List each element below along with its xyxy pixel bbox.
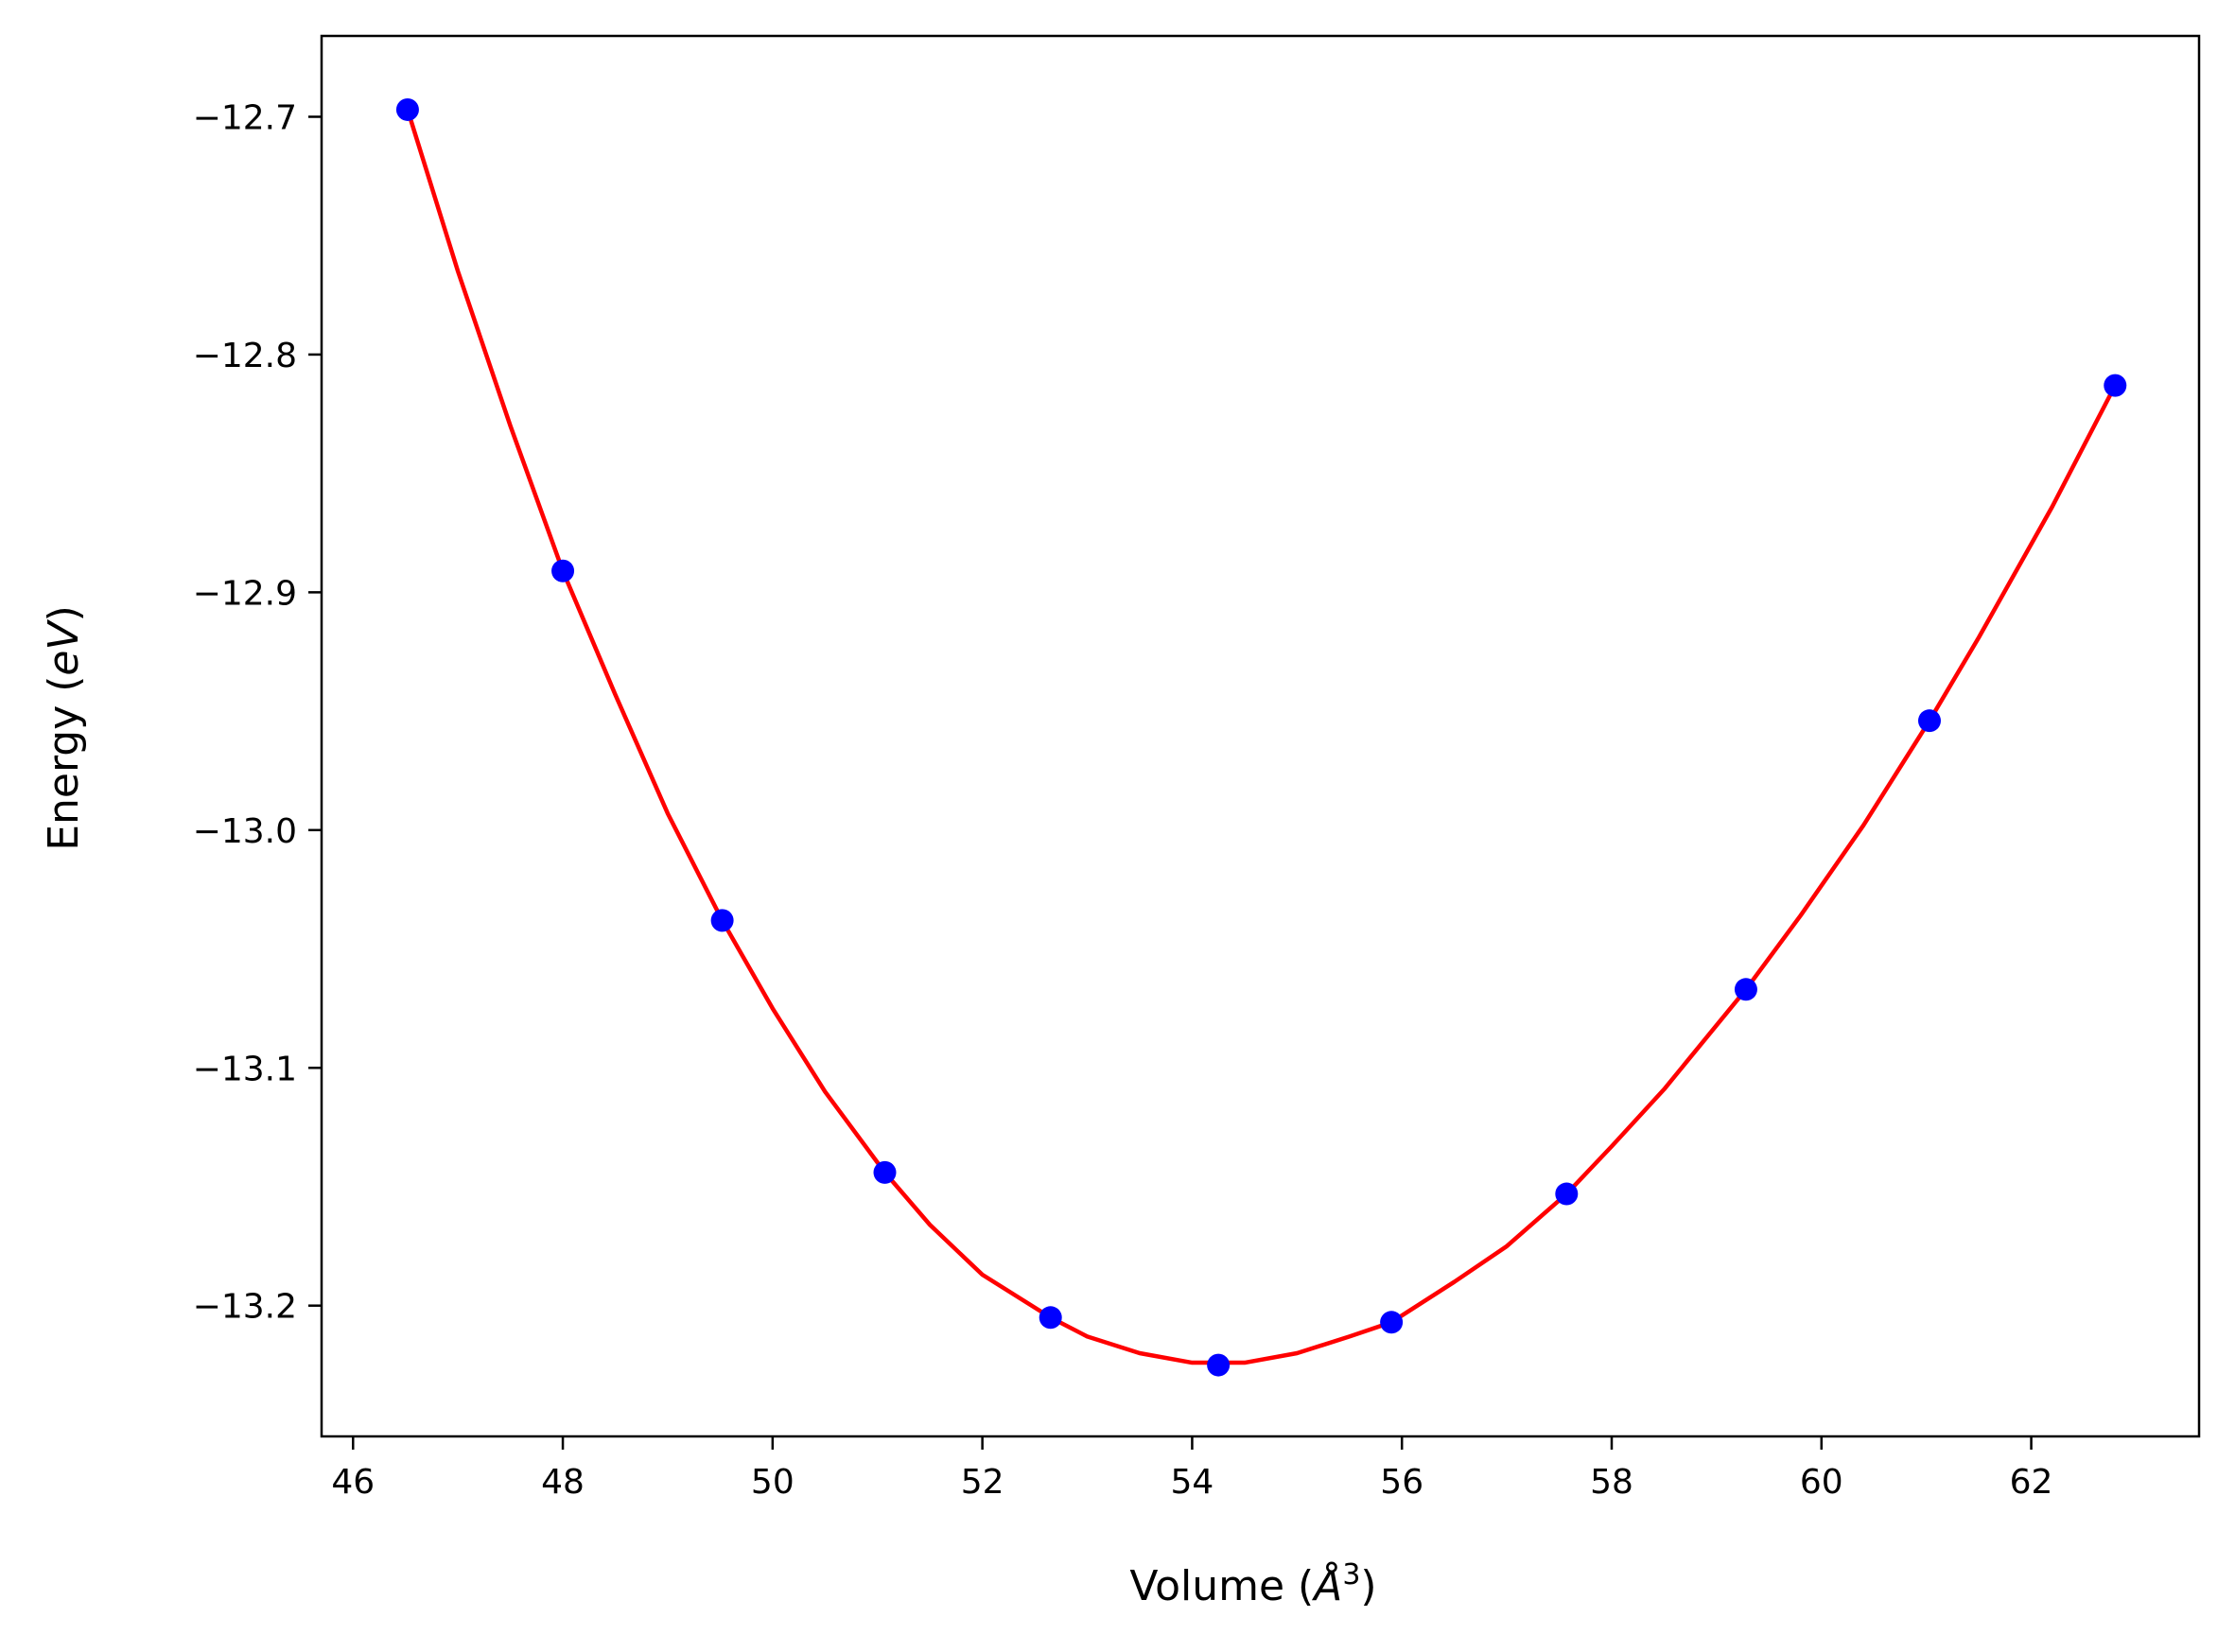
x-tick-label: 60	[1800, 1463, 1843, 1502]
axes-frame	[320, 34, 2201, 1438]
plot-area	[395, 97, 2127, 1377]
data-point	[1207, 1353, 1231, 1377]
data-point	[1380, 1311, 1404, 1334]
data-point	[710, 909, 734, 932]
y-tick-label: −13.0	[193, 812, 297, 851]
x-axis-label: Volume (Å3)	[1129, 1558, 1376, 1611]
data-point	[551, 559, 575, 583]
data-point	[1555, 1182, 1579, 1206]
y-axis-label: Energy (eV)	[40, 605, 88, 851]
x-axis-ticks: 46 48 50 52 54 56 58 60 62	[331, 1436, 2052, 1502]
x-tick-label: 54	[1171, 1463, 1214, 1502]
x-tick-label: 58	[1590, 1463, 1633, 1502]
y-axis-ticks: −12.7 −12.8 −12.9 −13.0 −13.1 −13.2	[193, 98, 322, 1327]
x-tick-label: 50	[751, 1463, 794, 1502]
x-tick-label: 52	[961, 1463, 1004, 1502]
data-point	[1039, 1306, 1062, 1330]
x-tick-label: 46	[331, 1463, 375, 1502]
y-tick-label: −12.7	[193, 98, 297, 137]
data-point	[1918, 709, 1942, 733]
y-tick-label: −13.1	[193, 1050, 297, 1088]
y-tick-label: −13.2	[193, 1288, 297, 1327]
x-tick-label: 62	[2010, 1463, 2053, 1502]
x-tick-label: 56	[1380, 1463, 1423, 1502]
data-point	[873, 1160, 897, 1184]
x-tick-label: 48	[541, 1463, 585, 1502]
data-point	[1734, 978, 1757, 1001]
y-tick-label: −12.9	[193, 574, 297, 613]
data-point	[2104, 374, 2127, 397]
y-tick-label: −12.8	[193, 337, 297, 375]
data-point	[395, 97, 419, 121]
